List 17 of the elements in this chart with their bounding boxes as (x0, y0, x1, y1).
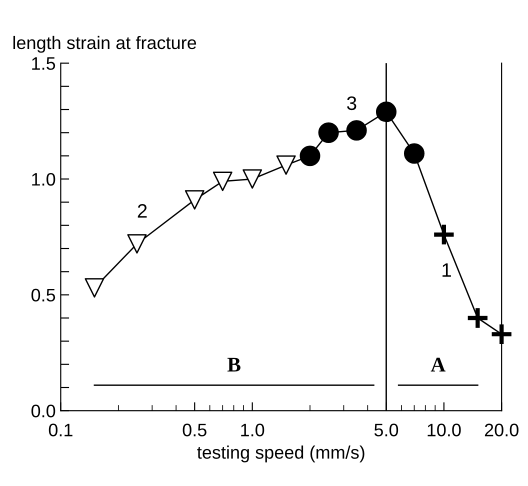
series-label: B (227, 358, 240, 372)
y-axis-title: length strain at fracture (13, 36, 196, 53)
x-tick-label: 20.0 (484, 424, 518, 436)
x-tick-label: 0.5 (182, 424, 206, 436)
y-tick-label: 1.0 (32, 172, 56, 186)
y-tick-label: 1.5 (32, 57, 56, 70)
y-tick-label: 0.5 (31, 288, 56, 302)
y-tick-label: 0.0 (31, 404, 56, 418)
x-axis-title: testing speed (mm/s) (197, 446, 364, 462)
series-label: A (430, 358, 446, 372)
annotation: 2 (138, 204, 147, 218)
x-tick-label: 10.0 (428, 424, 461, 436)
x-tick-label: 1.0 (241, 424, 264, 436)
x-tick-label: 0.1 (48, 424, 72, 436)
annotation: 1 (442, 263, 451, 277)
x-tick-label: 5.0 (374, 424, 398, 436)
annotation: 3 (347, 96, 356, 110)
